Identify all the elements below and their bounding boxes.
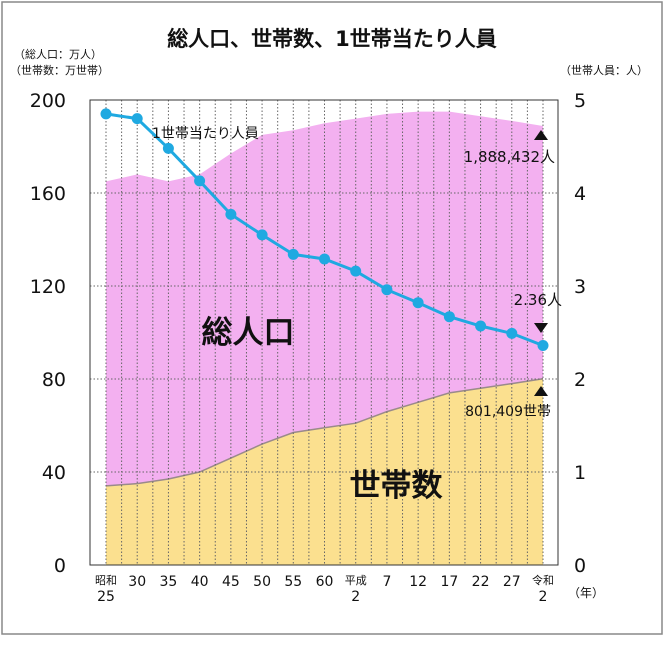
population-value-label: 1,888,432人 [464,148,555,166]
x-tick-label-era: 令和 [532,573,554,587]
persons-marker [131,113,143,125]
persons-marker [443,311,455,323]
population-area-label: 総人口 [202,315,295,351]
x-tick-label: 50 [253,574,271,590]
right-tick-label: 0 [574,555,586,577]
persons-marker [225,208,237,220]
right-tick-label: 1 [574,462,586,484]
persons-series-label: 1世帯当たり人員 [152,126,259,142]
persons-marker [319,253,330,265]
persons-marker [537,340,549,351]
x-tick-label: 12 [409,574,427,590]
x-tick-label-year: 2 [351,589,360,605]
x-unit-label: （年） [568,586,604,600]
x-tick-label: 27 [503,574,521,590]
x-tick-label: 55 [284,574,302,590]
x-tick-label: 60 [316,574,334,590]
left-unit-label-1: （総人口：万人） [14,47,102,61]
persons-value-label: 2.36人 [514,291,562,309]
x-tick-label: 30 [128,574,146,590]
x-tick-label-era: 昭和 [95,574,117,587]
x-tick-label: 40 [191,574,209,590]
left-tick-label: 80 [42,369,66,391]
plot-border [89,99,559,566]
triangle-up-icon [534,386,548,396]
persons-marker [256,229,268,241]
right-tick-label: 5 [574,90,586,112]
left-tick-label: 200 [30,90,66,112]
persons-marker [381,284,393,296]
persons-marker [506,327,518,339]
right-unit-label: （世帯人員：人） [560,64,648,77]
persons-marker [287,248,299,260]
x-tick-label: 22 [472,574,490,590]
right-tick-label: 2 [574,369,586,391]
persons-marker [475,320,487,332]
persons-marker [412,297,424,309]
right-tick-label: 4 [574,183,586,205]
x-tick-label: 35 [160,574,178,590]
chart-title: 総人口、世帯数、1世帯当たり人員 [167,27,497,51]
households-boundary-line [105,378,544,487]
left-tick-label: 120 [30,276,66,298]
x-tick-label: 45 [222,574,240,590]
x-tick-label-era: 平成 [345,574,367,587]
left-tick-label: 160 [30,183,66,205]
persons-marker [162,142,174,154]
line-layer [100,108,549,351]
x-tick-label-year: 25 [97,589,115,605]
persons-marker [350,265,362,277]
persons-marker [100,108,112,120]
triangle-down-icon [534,323,548,333]
left-tick-label: 0 [54,555,66,577]
left-unit-label-2: （世帯数：万世帯） [10,64,109,77]
x-tick-label-year: 2 [539,589,548,605]
right-tick-label: 3 [574,276,586,298]
x-tick-label: 17 [440,574,458,590]
triangle-up-icon [534,130,548,140]
households-value-label: 801,409世帯 [465,404,551,420]
left-tick-label: 40 [42,462,66,484]
x-tick-label: 7 [382,574,391,590]
households-area-label: 世帯数 [350,468,443,504]
persons-marker [194,175,206,187]
